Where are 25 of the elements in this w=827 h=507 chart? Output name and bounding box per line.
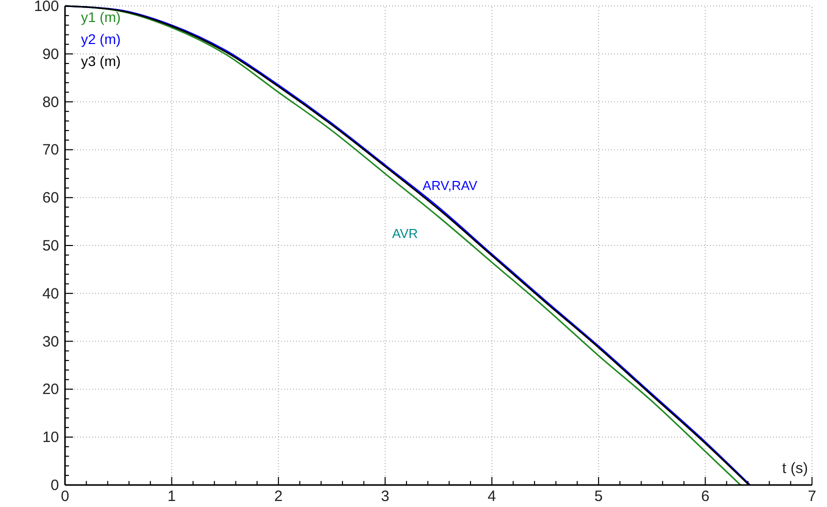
y-tick-label: 100 bbox=[34, 0, 59, 15]
y-tick-label: 30 bbox=[42, 333, 59, 350]
x-tick-label: 5 bbox=[594, 488, 603, 505]
annotation: ARV,RAV bbox=[422, 178, 478, 193]
text: y3 (m) bbox=[81, 53, 121, 69]
x-tick-label: 0 bbox=[60, 488, 70, 505]
x-axis-title: t (s) bbox=[782, 460, 808, 477]
y-tick-label: 40 bbox=[42, 285, 59, 302]
x-tick-label: 2 bbox=[274, 488, 283, 505]
y-tick-label: 20 bbox=[42, 381, 59, 398]
x-tick-label: 7 bbox=[808, 488, 816, 505]
y-tick-label: 10 bbox=[42, 429, 59, 446]
annotation: AVR bbox=[392, 226, 418, 241]
y-tick-label: 60 bbox=[42, 190, 59, 207]
x-tick-label: 3 bbox=[380, 488, 390, 505]
y-tick-label: 0 bbox=[50, 477, 59, 494]
y-tick-label: 70 bbox=[42, 142, 59, 159]
y-tick-label: 80 bbox=[42, 94, 59, 111]
x-tick-label: 1 bbox=[168, 488, 176, 505]
x-tick-label: 6 bbox=[701, 488, 710, 505]
y-tick-label: 90 bbox=[42, 46, 59, 63]
series-label: y1 (m) bbox=[81, 9, 121, 25]
series-label: y2 (m) bbox=[81, 31, 121, 47]
y-tick-label: 50 bbox=[42, 238, 59, 254]
x-tick-label: 4 bbox=[488, 488, 496, 505]
